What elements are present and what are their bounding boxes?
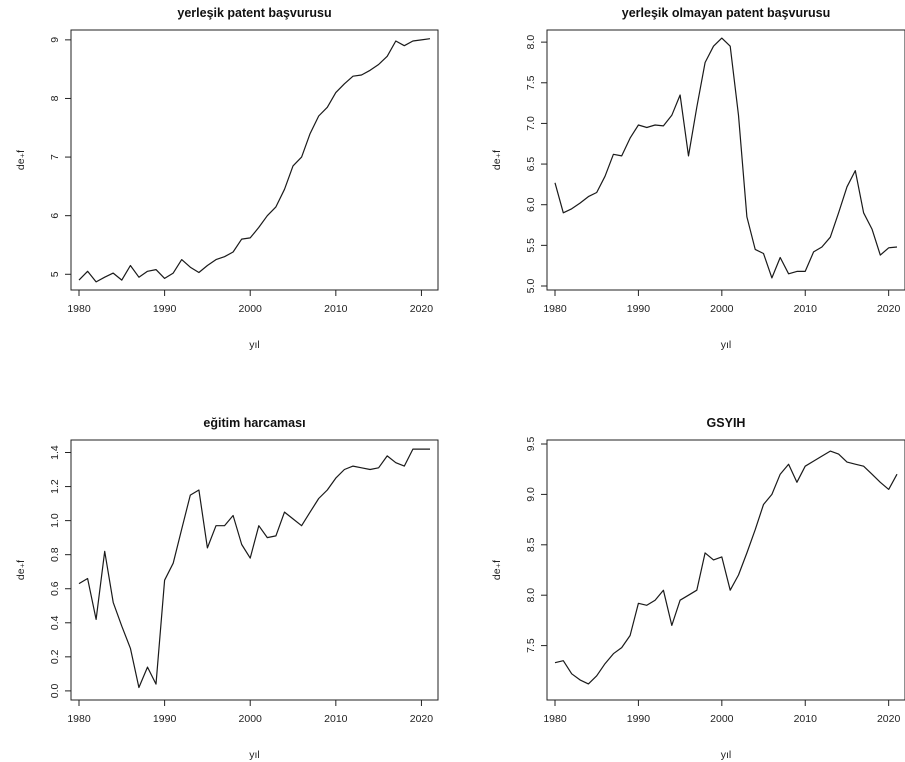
y-tick-label: 8.0 [525,35,537,50]
x-tick-label: 1980 [67,303,91,315]
plot-frame [546,439,905,701]
y-tick-label: 7.5 [525,75,537,90]
y-tick-label: 0.0 [49,683,61,698]
x-tick-label: 1980 [67,713,91,725]
y-tick-label: 6 [49,213,61,219]
plot-frame [70,439,439,701]
x-tick-label: 2000 [239,713,263,725]
y-tick-label: 0.4 [49,615,61,630]
x-tick-label: 2010 [324,303,348,315]
y-tick-label: 7 [49,154,61,160]
x-tick-label: 2000 [710,713,734,725]
x-tick-label: 1990 [627,303,651,315]
x-tick-label: 1990 [627,713,651,725]
chart-title: yerleşik olmayan patent başvurusu [622,6,830,20]
chart-title: eğitim harcaması [203,416,305,430]
plot-frame [70,29,439,291]
y-tick-label: 9 [49,37,61,43]
chart-panel-1: yerleşik patent başvurusu 1980 1990 2000 201… [15,6,439,351]
y-tick-label: 1.2 [49,479,61,494]
x-axis-label: yıl [721,749,732,761]
x-tick-label: 2000 [239,303,263,315]
x-tick-label: 2010 [794,713,818,725]
x-tick-label: 2000 [710,303,734,315]
x-axis-label: yıl [249,339,260,351]
y-tick-label: 8.0 [525,588,537,603]
series-line [554,37,898,279]
y-axis-label: de₊f [15,560,27,580]
chart-panel-2: yerleşik olmayan patent başvurusu 1980 199… [491,6,905,351]
x-axis-label: yıl [249,749,260,761]
x-tick-label: 2020 [877,303,901,315]
y-tick-label: 0.8 [49,547,61,562]
chart-panel-4: GSYIH 1980 1990 2000 2010 2020 yıl 7.5 8.0 8.5 9.0… [491,416,905,761]
y-tick-label: 6.5 [525,157,537,172]
x-tick-label: 1990 [153,303,177,315]
y-tick-label: 5.5 [525,238,537,253]
y-tick-label: 8.5 [525,537,537,552]
y-tick-label: 5 [49,271,61,277]
x-tick-label: 2010 [324,713,348,725]
x-tick-label: 2020 [877,713,901,725]
x-tick-label: 1990 [153,713,177,725]
y-axis-label: de₊f [491,560,503,580]
y-tick-label: 5.0 [525,279,537,294]
x-tick-label: 2020 [410,713,434,725]
chart-title: yerleşik patent başvurusu [177,6,331,20]
y-tick-label: 0.2 [49,649,61,664]
y-tick-label: 9.5 [525,437,537,452]
series-line [78,38,431,283]
plot-frame [546,29,905,291]
y-tick-label: 9.0 [525,487,537,502]
x-tick-label: 2010 [794,303,818,315]
x-axis-label: yıl [721,339,732,351]
chart-panel-3: eğitim harcaması 1980 1990 2000 2010 2020 yıl 0… [15,416,439,761]
y-tick-label: 7.0 [525,116,537,131]
y-axis-label: de₊f [491,150,503,170]
y-tick-label: 8 [49,95,61,101]
y-tick-label: 1.0 [49,513,61,528]
y-tick-label: 6.0 [525,197,537,212]
x-tick-label: 2020 [410,303,434,315]
y-tick-label: 7.5 [525,638,537,653]
x-tick-label: 1980 [543,303,567,315]
series-line [554,450,898,685]
y-tick-label: 0.6 [49,581,61,596]
y-tick-label: 1.4 [49,445,61,460]
chart-title: GSYIH [707,416,746,430]
x-tick-label: 1980 [543,713,567,725]
y-axis-label: de₊f [15,150,27,170]
series-line [78,448,430,689]
